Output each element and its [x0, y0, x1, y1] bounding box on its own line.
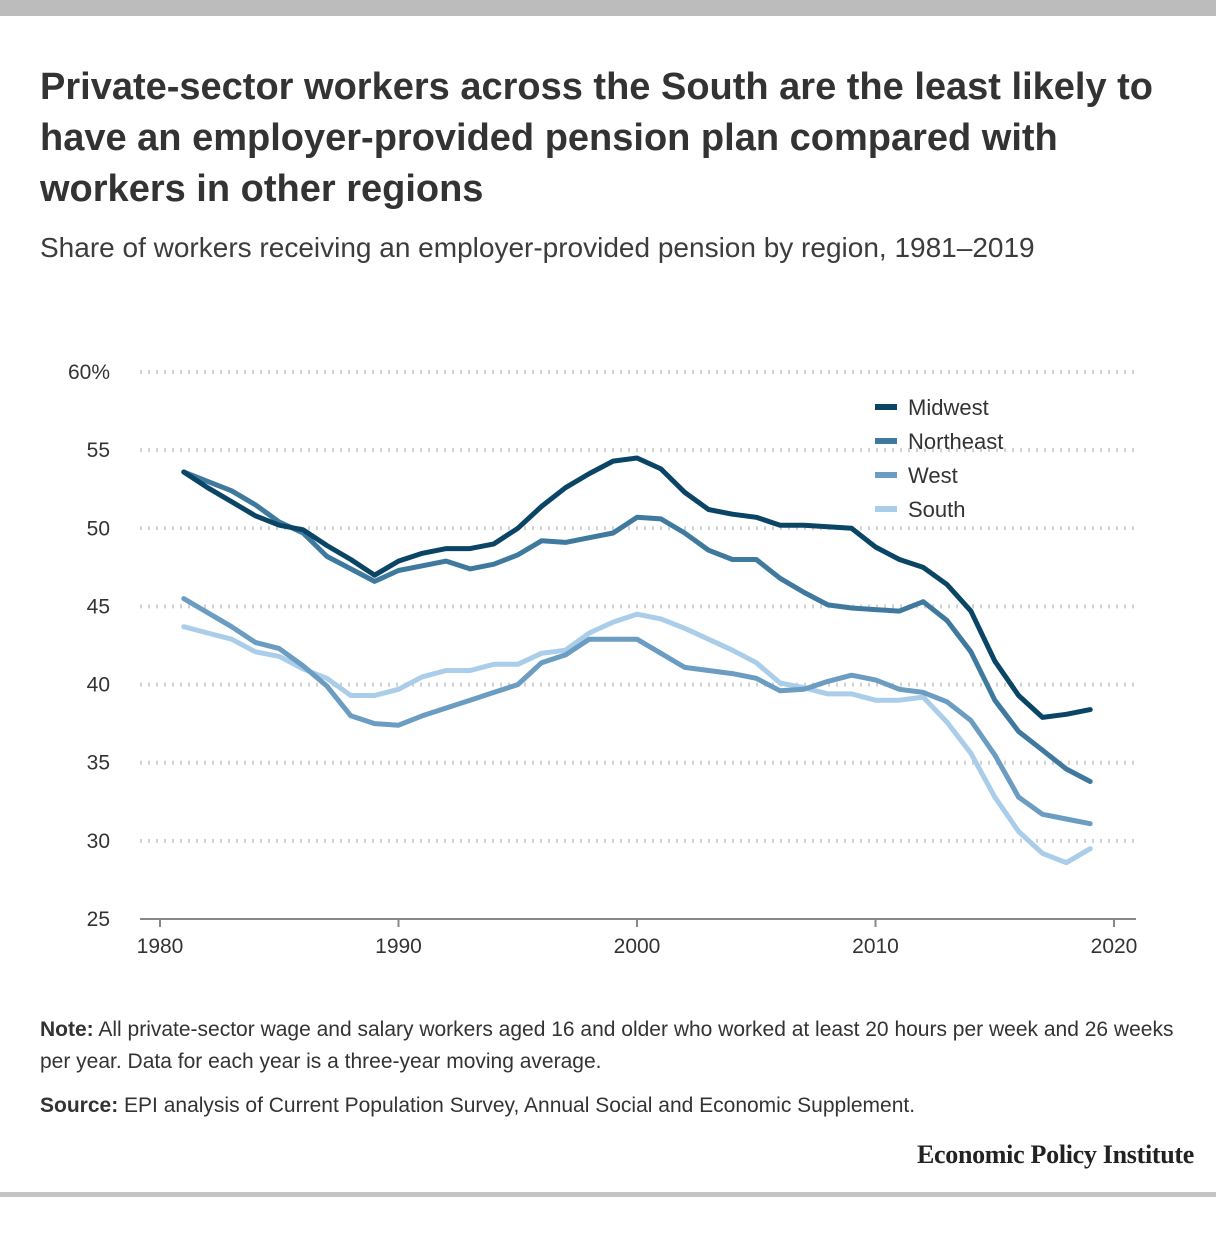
gridlines — [140, 370, 1136, 843]
y-tick-label: 35 — [87, 752, 110, 775]
legend: Midwest Northeast West South — [875, 395, 1003, 522]
top-rule — [0, 0, 1216, 16]
x-axis: 1980 1990 2000 2010 2020 — [137, 918, 1138, 958]
y-tick-label: 60% — [68, 361, 110, 384]
y-tick-label: 40 — [87, 674, 110, 697]
x-tick-label: 1990 — [375, 935, 422, 958]
legend-label-midwest: Midwest — [908, 395, 989, 420]
note-text: All private-sector wage and salary worke… — [40, 1018, 1174, 1073]
series-lines — [181, 455, 1093, 866]
x-tick-label: 1980 — [137, 935, 184, 958]
source-text: EPI analysis of Current Population Surve… — [118, 1094, 916, 1117]
note-label: Note: — [40, 1018, 94, 1041]
note: Note: All private-sector wage and salary… — [40, 1014, 1180, 1078]
series-line-northeast — [181, 469, 1093, 784]
y-axis: 25 30 35 40 45 50 55 60% — [68, 361, 110, 931]
legend-label-south: South — [908, 497, 966, 522]
series-line-midwest — [181, 455, 1093, 720]
y-tick-label: 25 — [87, 908, 110, 931]
brand-logo: Economic Policy Institute — [916, 1140, 1194, 1169]
line-chart: 25 30 35 40 45 50 55 60% 1980 1990 2000 2010 2020 M… — [68, 361, 1138, 958]
x-tick-label: 2020 — [1091, 935, 1138, 958]
chart-title: Private-sector workers across the South … — [40, 66, 1154, 210]
source: Source: EPI analysis of Current Populati… — [40, 1090, 1180, 1122]
legend-label-northeast: Northeast — [908, 429, 1003, 454]
y-tick-label: 45 — [87, 595, 110, 618]
y-tick-label: 55 — [87, 439, 110, 462]
series-line-south — [181, 611, 1093, 866]
legend-label-west: West — [908, 463, 958, 488]
x-tick-label: 2000 — [614, 935, 661, 958]
bottom-rule — [0, 1192, 1216, 1197]
series-line-west — [181, 596, 1093, 827]
y-tick-label: 30 — [87, 830, 110, 853]
source-label: Source: — [40, 1094, 119, 1117]
chart-subtitle: Share of workers receiving an employer-p… — [40, 232, 1035, 263]
x-tick-label: 2010 — [852, 935, 899, 958]
y-tick-label: 50 — [87, 517, 110, 540]
